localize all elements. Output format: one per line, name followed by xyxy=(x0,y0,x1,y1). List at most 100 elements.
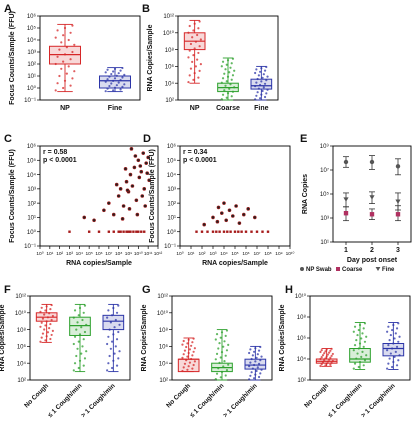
x-tick-label: 10¹² xyxy=(154,251,163,257)
data-point xyxy=(182,339,185,343)
y-axis-label: RNA Copies/Sample xyxy=(147,24,154,91)
data-point xyxy=(198,20,201,23)
data-point xyxy=(41,332,45,335)
data-point xyxy=(214,358,217,361)
box-No Cough xyxy=(177,358,200,373)
data-point xyxy=(73,335,77,338)
y-tick-label: 10⁰ xyxy=(27,85,37,92)
data-point xyxy=(251,354,254,357)
y-tick-label: 10⁹ xyxy=(320,143,330,150)
box-≤ 1 Cough/min xyxy=(69,316,91,336)
data-point xyxy=(145,171,149,175)
data-point xyxy=(189,67,193,70)
data-point xyxy=(113,67,117,70)
data-point xyxy=(58,48,61,51)
marker-fine xyxy=(343,197,349,202)
data-point xyxy=(147,178,151,183)
data-point xyxy=(252,377,256,380)
legend-label: Fine xyxy=(382,267,395,273)
x-category-label: ≤ 1 Cough/min xyxy=(327,382,364,419)
data-point xyxy=(395,327,399,330)
data-point xyxy=(44,309,47,312)
data-point xyxy=(111,212,116,217)
y-tick-label: 10¹⁰ xyxy=(295,293,307,300)
data-point xyxy=(228,87,231,90)
data-point xyxy=(358,342,362,345)
data-point xyxy=(41,317,45,320)
data-point xyxy=(226,92,230,95)
data-point xyxy=(231,57,235,60)
data-point xyxy=(108,84,111,88)
data-point xyxy=(73,70,76,73)
data-point xyxy=(107,335,110,338)
x-tick-label: 10⁴ xyxy=(76,251,83,257)
data-point xyxy=(360,337,363,340)
data-point xyxy=(259,345,262,349)
data-point xyxy=(330,354,333,357)
data-point xyxy=(224,68,227,71)
data-point xyxy=(362,327,365,330)
data-point-baseline xyxy=(250,230,253,233)
data-point xyxy=(107,201,111,205)
data-point xyxy=(319,350,322,354)
panel-label-E: E xyxy=(300,133,307,145)
data-point xyxy=(215,219,220,224)
data-point xyxy=(77,340,80,343)
data-point xyxy=(363,322,367,325)
y-tick-label: 10⁶ xyxy=(297,335,307,342)
y-axis-label: Focus Counts/Sample (FFU) xyxy=(149,149,156,243)
data-point xyxy=(255,81,258,84)
data-point xyxy=(43,313,46,316)
data-point xyxy=(54,89,57,92)
data-point xyxy=(114,318,117,322)
data-point xyxy=(40,306,43,309)
data-point xyxy=(261,76,264,79)
y-tick-label: 10¹² xyxy=(15,294,26,300)
data-point xyxy=(362,345,365,348)
data-point xyxy=(353,362,357,365)
y-tick-label: 10² xyxy=(165,98,174,104)
data-point xyxy=(71,77,74,80)
y-tick-label: 10¹ xyxy=(167,216,176,222)
data-point xyxy=(394,332,397,335)
data-point-baseline xyxy=(244,230,248,233)
data-point xyxy=(46,331,50,334)
data-point xyxy=(261,89,264,93)
data-point xyxy=(325,355,328,358)
x-tick-label: 10⁹ xyxy=(125,251,132,257)
data-point-baseline xyxy=(107,230,111,233)
data-point xyxy=(214,378,217,381)
data-point xyxy=(352,330,355,333)
y-tick-label: 10² xyxy=(159,378,168,384)
data-point-baseline xyxy=(143,230,146,233)
data-point xyxy=(60,67,63,70)
data-point xyxy=(255,369,258,373)
data-point xyxy=(231,214,235,218)
x-tick-label: 10⁸ xyxy=(264,251,271,257)
x-axis-label: RNA copies/Sample xyxy=(66,260,132,267)
data-point xyxy=(187,80,190,84)
data-point xyxy=(124,179,129,184)
marker-coarse xyxy=(369,212,375,217)
data-point-baseline xyxy=(200,230,204,233)
y-tick-label: 10⁴ xyxy=(165,80,175,87)
x-tick-label: 10⁷ xyxy=(253,251,260,257)
data-point xyxy=(388,339,391,342)
data-point xyxy=(141,151,146,155)
data-point-baseline xyxy=(127,230,130,233)
x-category-label: > 1 Cough/min xyxy=(80,382,117,419)
data-point xyxy=(75,328,78,331)
x-category-label: No Cough xyxy=(303,382,330,409)
data-point xyxy=(117,81,120,84)
data-point xyxy=(192,350,195,353)
marker-fine xyxy=(395,199,401,204)
data-point xyxy=(112,359,115,362)
data-point xyxy=(73,362,77,365)
data-point xyxy=(82,311,85,314)
data-point xyxy=(255,94,258,97)
data-point xyxy=(77,314,80,317)
data-point xyxy=(197,76,200,79)
data-point xyxy=(191,341,194,344)
plot-frame-F xyxy=(29,295,131,381)
data-point xyxy=(183,349,187,352)
